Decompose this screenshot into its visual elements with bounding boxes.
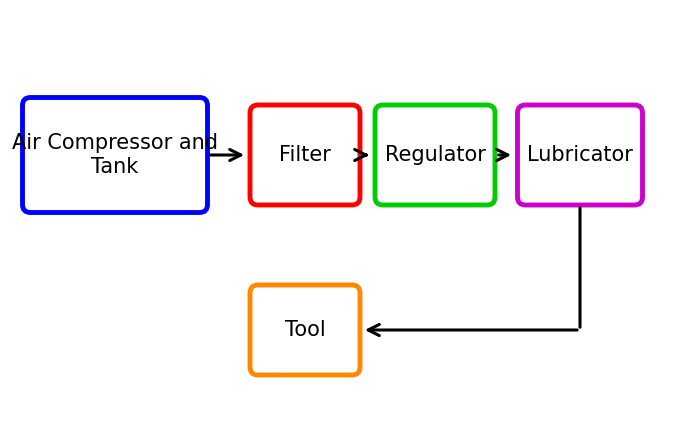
Text: Air Compressor and
Tank: Air Compressor and Tank	[12, 133, 218, 176]
FancyBboxPatch shape	[250, 105, 360, 205]
Text: Filter: Filter	[279, 145, 331, 165]
FancyBboxPatch shape	[375, 105, 495, 205]
FancyBboxPatch shape	[517, 105, 643, 205]
Text: Regulator: Regulator	[384, 145, 485, 165]
Text: Tool: Tool	[285, 320, 326, 340]
Text: Lubricator: Lubricator	[527, 145, 633, 165]
FancyBboxPatch shape	[22, 98, 207, 213]
FancyBboxPatch shape	[250, 285, 360, 375]
